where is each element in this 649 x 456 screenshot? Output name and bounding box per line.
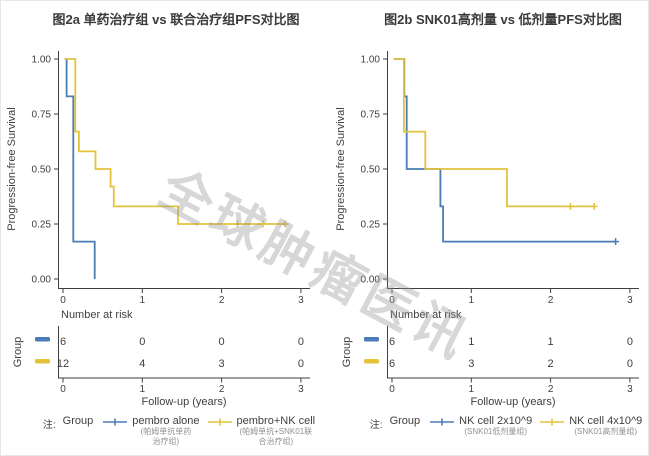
svg-text:1: 1 <box>548 336 554 348</box>
svg-text:0: 0 <box>389 384 395 395</box>
svg-text:3: 3 <box>627 295 633 306</box>
panel-left: 图2a 单药治疗组 vs 联合治疗组PFS对比图 1.00 0.75 0.50 0.2… <box>1 1 325 455</box>
svg-text:0: 0 <box>298 336 304 348</box>
svg-text:2: 2 <box>219 384 225 395</box>
legend-note-label: 注: <box>42 420 56 431</box>
svg-text:0.50: 0.50 <box>361 165 381 176</box>
legend-entry-sublabel: (帕姆单抗单药 <box>140 427 192 436</box>
svg-text:0.25: 0.25 <box>361 220 381 231</box>
svg-text:0: 0 <box>60 384 66 395</box>
legend-entry-label: pembro alone <box>132 415 200 427</box>
svg-text:Group: Group <box>341 337 353 368</box>
legend-entry-pembro-alone: pembro alone (帕姆单抗单药 治疗组) <box>102 415 200 447</box>
legend-entry-sublabel: 合治疗组) <box>258 437 294 446</box>
legend-line-plus-icon <box>430 418 455 426</box>
svg-text:4: 4 <box>139 358 145 370</box>
legend-entry-sublabel: (SNK01低剂量组) <box>464 427 528 436</box>
svg-text:Progression-free Survival: Progression-free Survival <box>6 107 18 231</box>
svg-text:0: 0 <box>389 295 395 306</box>
legend-line-plus-icon <box>540 418 565 426</box>
svg-text:Follow-up (years): Follow-up (years) <box>142 396 227 408</box>
svg-text:0: 0 <box>219 336 225 348</box>
svg-text:1.00: 1.00 <box>361 55 381 66</box>
panel-right: 图2b SNK01高剂量 vs 低剂量PFS对比图 1.00 0.75 0.50 0.… <box>330 1 648 455</box>
svg-text:Number at risk: Number at risk <box>390 309 462 321</box>
panel-left-title: 图2a 单药治疗组 vs 联合治疗组PFS对比图 <box>52 12 300 27</box>
km-chart-left: 1.000.750.500.250.000 1 2 3Progression-free… <box>6 51 310 408</box>
legend-entry-pembro-nk: pembro+NK cell (帕姆单抗+SNK01联 合治疗组) <box>207 415 316 447</box>
svg-text:0: 0 <box>139 336 145 348</box>
svg-text:3: 3 <box>298 384 304 395</box>
svg-text:0: 0 <box>298 358 304 370</box>
svg-text:0: 0 <box>627 336 633 348</box>
svg-text:3: 3 <box>219 358 225 370</box>
legend-entry-nk-high: NK cell 4x10^9 (SNK01高剂量组) <box>539 415 642 437</box>
legend-entry-sublabel: (SNK01高剂量组) <box>574 427 638 436</box>
svg-text:3: 3 <box>627 384 633 395</box>
panel-right-title: 图2b SNK01高剂量 vs 低剂量PFS对比图 <box>384 12 622 27</box>
svg-text:2: 2 <box>219 295 225 306</box>
legend-note-label: 注: <box>369 420 383 431</box>
svg-text:1.00: 1.00 <box>32 55 52 66</box>
svg-text:Group: Group <box>12 337 24 368</box>
svg-text:0: 0 <box>627 358 633 370</box>
svg-text:0.75: 0.75 <box>32 110 52 121</box>
svg-text:0.00: 0.00 <box>361 275 381 286</box>
svg-text:0.25: 0.25 <box>32 220 52 231</box>
svg-text:Follow-up (years): Follow-up (years) <box>471 396 556 408</box>
km-chart-right: 1.00 0.75 0.50 0.25 0.00 0 1 2 3 Progression-free… <box>335 51 639 408</box>
svg-text:Number at risk: Number at risk <box>61 309 133 321</box>
svg-text:1: 1 <box>140 384 146 395</box>
legend-entry-label: NK cell 4x10^9 <box>569 415 643 427</box>
legend-line-plus-icon <box>103 418 128 426</box>
svg-text:6: 6 <box>389 358 395 370</box>
svg-text:1: 1 <box>469 384 475 395</box>
svg-text:6: 6 <box>389 336 395 348</box>
svg-text:3: 3 <box>298 295 304 306</box>
panel-left-legend: 注: Group pembro alone (帕姆单抗单药 治疗组) pembr… <box>41 415 317 447</box>
svg-text:12: 12 <box>57 358 69 370</box>
legend-entry-label: NK cell 2x10^9 <box>459 415 533 427</box>
legend-group-label: Group <box>389 415 421 427</box>
svg-text:6: 6 <box>60 336 66 348</box>
svg-text:0.75: 0.75 <box>361 110 381 121</box>
svg-text:0: 0 <box>60 295 66 306</box>
svg-text:2: 2 <box>548 295 554 306</box>
legend-line-plus-icon <box>207 418 232 426</box>
legend-entry-sublabel: (帕姆单抗+SNK01联 <box>239 427 313 436</box>
svg-text:1: 1 <box>140 295 146 306</box>
svg-text:0.00: 0.00 <box>32 275 52 286</box>
svg-text:1: 1 <box>469 295 475 306</box>
svg-text:3: 3 <box>468 358 474 370</box>
svg-text:2: 2 <box>548 384 554 395</box>
svg-text:1: 1 <box>468 336 474 348</box>
svg-text:2: 2 <box>548 358 554 370</box>
svg-text:Progression-free Survival: Progression-free Survival <box>335 107 347 231</box>
svg-text:0.50: 0.50 <box>32 165 52 176</box>
legend-entry-label: pembro+NK cell <box>236 415 316 427</box>
legend-entry-sublabel: 治疗组) <box>152 437 180 446</box>
panel-right-legend: 注: Group NK cell 2x10^9 (SNK01低剂量组) NK c… <box>370 415 642 437</box>
legend-group-label: Group <box>62 415 94 427</box>
legend-entry-nk-low: NK cell 2x10^9 (SNK01低剂量组) <box>429 415 532 437</box>
